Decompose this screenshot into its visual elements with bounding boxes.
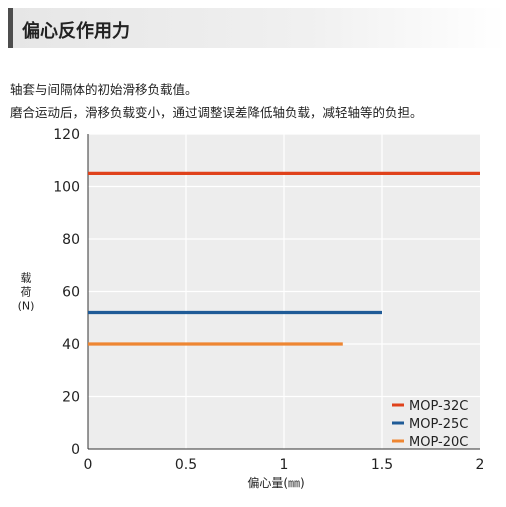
x-tick-label: 0 (84, 457, 93, 473)
y-tick-label: 100 (53, 180, 80, 196)
legend-label: MOP-32C (409, 399, 468, 414)
y-tick-label: 120 (53, 127, 80, 143)
y-axis-label: 荷 (21, 286, 32, 299)
legend-label: MOP-20C (409, 435, 468, 450)
x-tick-label: 1 (280, 457, 289, 473)
load-chart: 0 20 40 60 80 100 120 0 0.5 1 1.5 2 MOP-32C MOP-25C M… (18, 127, 485, 490)
y-tick-label: 0 (71, 442, 80, 458)
y-tick-label: 20 (62, 390, 80, 406)
description-line-2: 磨合运动后，滑移负载变小，通过调整误差降低轴负载，减轻轴等的负担。 (10, 105, 423, 120)
y-axis-label: (N) (18, 300, 35, 313)
x-tick-label: 0.5 (175, 457, 197, 473)
section-header: 偏心反作用力 (8, 8, 506, 48)
x-axis-label: 偏心量(㎜) (247, 475, 304, 490)
section-title: 偏心反作用力 (22, 21, 130, 42)
y-axis-label: 载 (21, 272, 32, 285)
x-tick-label: 2 (476, 457, 485, 473)
y-tick-label: 60 (62, 285, 80, 301)
legend-label: MOP-25C (409, 417, 468, 432)
x-tick-label: 1.5 (371, 457, 393, 473)
description-line-1: 轴套与间隔体的初始滑移负载值。 (10, 82, 198, 97)
y-tick-label: 40 (62, 337, 80, 353)
header-accent-bar (8, 8, 13, 48)
y-tick-label: 80 (62, 232, 80, 248)
